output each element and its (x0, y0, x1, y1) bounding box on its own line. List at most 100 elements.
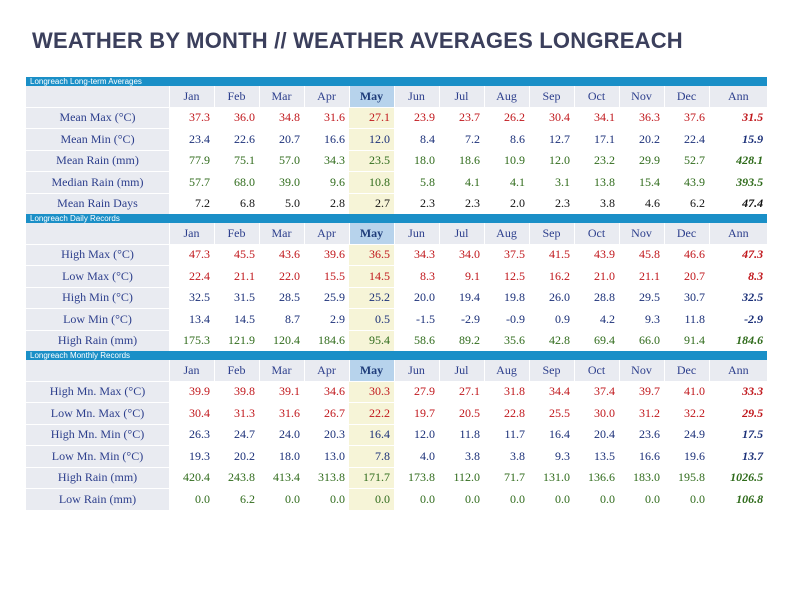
value-cell: 34.1 (574, 106, 619, 129)
value-cell: 69.4 (574, 329, 619, 351)
value-cell: 37.3 (169, 106, 214, 129)
value-cell: 11.8 (439, 423, 484, 446)
column-header-jan: Jan (168, 360, 214, 381)
row-label: Mean Rain (mm) (26, 149, 169, 172)
value-cell: 58.6 (394, 329, 439, 351)
value-cell: 2.9 (304, 308, 349, 330)
value-cell: 120.4 (259, 329, 304, 351)
row-label: Low Max (°C) (26, 265, 169, 287)
value-cell: 0.0 (169, 488, 214, 510)
column-header-mar: Mar (258, 223, 304, 244)
value-cell: 39.8 (214, 380, 259, 403)
table-row: High Mn. Min (°C) 26.3 24.7 24.0 20.3 16.4 12.… (26, 423, 768, 446)
value-cell: 171.7 (349, 466, 394, 489)
value-cell: 183.0 (619, 466, 664, 489)
value-cell: 9.1 (439, 265, 484, 287)
column-header-apr: Apr (303, 86, 349, 107)
section-title-bar: Longreach Monthly Records (26, 351, 768, 360)
value-cell: 91.4 (664, 329, 709, 351)
section-title: Longreach Long-term Averages (26, 77, 768, 86)
value-cell: 175.3 (169, 329, 214, 351)
value-cell: 12.5 (484, 265, 529, 287)
value-cell: 16.4 (529, 423, 574, 446)
value-cell: 26.7 (304, 402, 349, 424)
value-cell: 43.9 (574, 243, 619, 266)
month-header-row: Jan Feb Mar Apr May Jun Jul Aug Sep Oct Nov Dec Ann (26, 360, 768, 381)
value-cell: 34.3 (304, 149, 349, 172)
value-cell: 3.8 (484, 445, 529, 467)
value-cell: 19.6 (664, 445, 709, 467)
column-header-oct: Oct (573, 223, 619, 244)
value-cell: 7.2 (169, 192, 214, 214)
annual-value-cell: 8.3 (709, 265, 768, 287)
section-title: Longreach Daily Records (26, 214, 768, 223)
value-cell: 21.1 (619, 265, 664, 287)
value-cell: 131.0 (529, 466, 574, 489)
value-cell: 57.7 (169, 171, 214, 193)
value-cell: -2.9 (439, 308, 484, 330)
value-cell: 18.6 (439, 149, 484, 172)
table-row: High Mn. Max (°C) 39.9 39.8 39.1 34.6 30.3 27.… (26, 380, 768, 403)
header-spacer (26, 360, 169, 381)
column-header-apr: Apr (303, 223, 349, 244)
row-label: Low Rain (mm) (26, 488, 169, 510)
annual-value-cell: 31.5 (709, 106, 768, 129)
value-cell: 10.8 (349, 171, 394, 193)
value-cell: 46.6 (664, 243, 709, 266)
value-cell: 18.0 (394, 149, 439, 172)
annual-value-cell: 106.8 (709, 488, 768, 510)
row-label: Mean Max (°C) (26, 106, 169, 129)
value-cell: 68.0 (214, 171, 259, 193)
value-cell: 4.0 (394, 445, 439, 467)
value-cell: 32.2 (664, 402, 709, 424)
row-label: High Max (°C) (26, 243, 169, 266)
value-cell: 29.9 (619, 149, 664, 172)
column-header-oct: Oct (573, 86, 619, 107)
value-cell: 12.0 (394, 423, 439, 446)
value-cell: 12.0 (349, 128, 394, 150)
value-cell: 16.6 (304, 128, 349, 150)
value-cell: 7.8 (349, 445, 394, 467)
column-header-jun: Jun (393, 223, 439, 244)
value-cell: 28.5 (259, 286, 304, 309)
column-header-ann: Ann (708, 223, 768, 244)
value-cell: 89.2 (439, 329, 484, 351)
value-cell: 24.9 (664, 423, 709, 446)
value-cell: 45.5 (214, 243, 259, 266)
row-label: High Rain (mm) (26, 466, 169, 489)
value-cell: 34.3 (394, 243, 439, 266)
value-cell: 0.0 (484, 488, 529, 510)
value-cell: 34.6 (304, 380, 349, 403)
value-cell: 22.8 (484, 402, 529, 424)
value-cell: 41.5 (529, 243, 574, 266)
value-cell: 8.4 (394, 128, 439, 150)
value-cell: 13.0 (304, 445, 349, 467)
column-header-apr: Apr (303, 360, 349, 381)
value-cell: 14.5 (214, 308, 259, 330)
value-cell: 3.1 (529, 171, 574, 193)
value-cell: 243.8 (214, 466, 259, 489)
value-cell: 27.1 (439, 380, 484, 403)
value-cell: 22.4 (169, 265, 214, 287)
column-header-jan: Jan (168, 223, 214, 244)
value-cell: 75.1 (214, 149, 259, 172)
value-cell: 20.0 (394, 286, 439, 309)
value-cell: 22.6 (214, 128, 259, 150)
value-cell: 39.9 (169, 380, 214, 403)
column-header-sep: Sep (528, 86, 574, 107)
value-cell: 18.0 (259, 445, 304, 467)
column-header-may: May (348, 86, 394, 107)
value-cell: 6.8 (214, 192, 259, 214)
value-cell: 195.8 (664, 466, 709, 489)
section-title-bar: Longreach Daily Records (26, 214, 768, 223)
value-cell: 29.5 (619, 286, 664, 309)
value-cell: 30.7 (664, 286, 709, 309)
value-cell: 25.2 (349, 286, 394, 309)
value-cell: 0.0 (529, 488, 574, 510)
column-header-nov: Nov (618, 223, 664, 244)
value-cell: 13.8 (574, 171, 619, 193)
annual-value-cell: -2.9 (709, 308, 768, 330)
value-cell: 31.8 (484, 380, 529, 403)
value-cell: 184.6 (304, 329, 349, 351)
value-cell: 28.8 (574, 286, 619, 309)
